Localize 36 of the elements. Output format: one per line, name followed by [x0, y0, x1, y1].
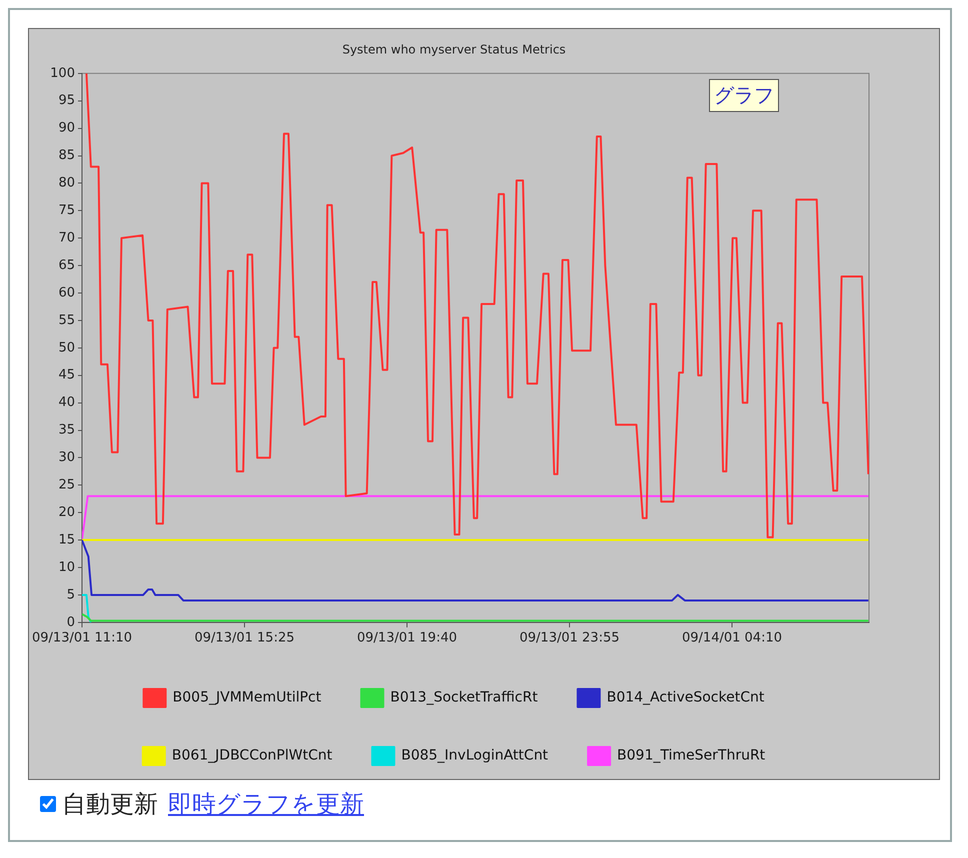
y-tick-label: 30	[58, 450, 75, 466]
y-tick-label: 0	[66, 614, 75, 630]
y-tick-label: 10	[58, 560, 75, 575]
y-tick-label: 35	[58, 422, 75, 438]
x-tick-label: 09/13/01 23:55	[520, 630, 620, 646]
legend-label: B091_TimeSerThruRt	[617, 748, 766, 764]
y-tick-label: 100	[50, 66, 75, 81]
x-tick-label: 09/14/01 04:10	[682, 630, 782, 646]
annotation: グラフ	[709, 79, 779, 112]
y-tick-label: 75	[58, 203, 75, 218]
y-tick-label: 70	[58, 230, 75, 246]
y-tick-label: 90	[58, 120, 75, 136]
legend-label: B013_SocketTrafficRt	[390, 690, 538, 706]
y-tick-label: 25	[58, 478, 75, 493]
x-tick-label: 09/13/01 19:40	[357, 630, 457, 646]
y-tick-label: 95	[58, 93, 75, 108]
y-tick-label: 40	[58, 395, 75, 410]
text: 即時グラフを更新	[168, 789, 364, 820]
legend-label: B005_JVMMemUtilPct	[172, 690, 322, 706]
y-tick-label: 45	[58, 368, 75, 383]
y-tick-label: 50	[58, 340, 75, 356]
legend-label: B061_JDBCConPlWtCnt	[172, 748, 333, 764]
chart-title: System who myserver Status Metrics	[342, 42, 566, 56]
y-tick-label: 20	[58, 504, 75, 520]
text: 自動更新	[62, 789, 158, 820]
legend-label: B085_InvLoginAttCnt	[401, 748, 549, 764]
y-tick-label: 80	[58, 176, 75, 191]
x-tick-label: 09/13/01 11:10	[32, 630, 132, 646]
x-tick-label: 09/13/01 15:25	[194, 630, 294, 646]
y-tick-label: 55	[58, 312, 75, 328]
legend-label: B014_ActiveSocketCnt	[606, 690, 765, 706]
y-tick-label: 60	[58, 285, 75, 300]
y-tick-label: 5	[66, 587, 75, 602]
y-tick-label: 85	[58, 148, 75, 164]
y-tick-label: 15	[58, 532, 75, 548]
y-tick-label: 65	[58, 258, 75, 273]
